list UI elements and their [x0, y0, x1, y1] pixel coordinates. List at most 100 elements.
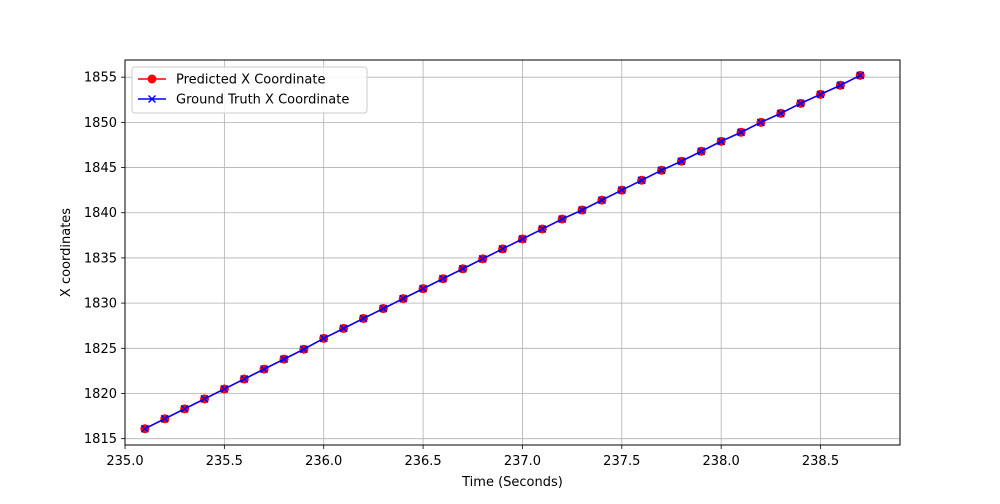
y-tick-label: 1850 [84, 116, 117, 131]
marker-stroke [140, 424, 149, 433]
data-point [796, 99, 805, 108]
x-tick-label: 237.5 [603, 454, 640, 469]
marker-stroke [816, 90, 825, 99]
marker-stroke [148, 95, 156, 103]
y-axis-ticks: 1815 1820 1825 1830 1835 1840 1845 1850 1855 [84, 71, 125, 447]
marker-stroke [597, 196, 606, 205]
legend-marker [147, 74, 157, 84]
marker-stroke [717, 137, 726, 146]
x-tick-label: 235.0 [106, 454, 143, 469]
plot-area-frame [124, 59, 901, 446]
y-tick-label: 1825 [84, 342, 117, 357]
marker-stroke [478, 254, 487, 263]
data-point [279, 355, 288, 364]
marker-stroke [578, 206, 587, 215]
marker-stroke [458, 264, 467, 273]
marker-stroke [737, 128, 746, 137]
chart-legend: Predicted X Coordinate Ground Truth X Coo… [131, 66, 368, 114]
marker-stroke [399, 294, 408, 303]
legend-label: Predicted X Coordinate [176, 73, 325, 88]
data-point [419, 284, 428, 293]
legend-label: Ground Truth X Coordinate [176, 93, 349, 108]
x-tick-label: 236.5 [404, 454, 441, 469]
data-point [737, 128, 746, 137]
marker-stroke [796, 99, 805, 108]
data-point [617, 186, 626, 195]
y-tick-label: 1815 [84, 432, 117, 447]
marker-stroke [180, 404, 189, 413]
data-point [756, 118, 765, 127]
data-point [578, 206, 587, 215]
data-point [240, 375, 249, 384]
data-point [478, 254, 487, 263]
marker-stroke [617, 186, 626, 195]
marker-stroke [836, 81, 845, 90]
data-point [180, 404, 189, 413]
plot-series [140, 70, 865, 434]
marker-stroke [220, 384, 229, 393]
legend-box [131, 66, 368, 114]
y-tick-label: 1820 [84, 387, 117, 402]
data-point [717, 137, 726, 146]
data-point [299, 345, 308, 354]
grid-lines [124, 60, 900, 445]
data-point [637, 176, 646, 185]
marker-stroke [359, 314, 368, 323]
marker-stroke [419, 284, 428, 293]
data-point [339, 324, 348, 333]
data-point [160, 414, 169, 423]
marker-stroke [657, 166, 666, 175]
data-point [359, 314, 368, 323]
data-point [597, 196, 606, 205]
x-axis-label: Time (Seconds) [461, 475, 563, 490]
x-tick-label: 236.0 [305, 454, 342, 469]
marker-stroke [558, 215, 567, 224]
data-point [379, 304, 388, 313]
marker-stroke [538, 225, 547, 233]
data-point [319, 334, 328, 343]
marker-stroke [339, 324, 348, 333]
data-point [458, 264, 467, 273]
y-tick-label: 1835 [84, 251, 117, 266]
y-tick-label: 1840 [84, 206, 117, 221]
marker-stroke [279, 355, 288, 364]
series-ground-truth [140, 71, 865, 433]
marker-stroke [379, 304, 388, 313]
marker-stroke [260, 365, 269, 374]
marker-stroke [498, 244, 507, 253]
data-point [140, 424, 149, 433]
data-point [836, 81, 845, 90]
data-point [200, 394, 209, 403]
marker-stroke [518, 234, 527, 243]
x-tick-label: 237.0 [504, 454, 541, 469]
x-tick-label: 235.5 [206, 454, 243, 469]
data-point [776, 109, 785, 118]
data-point [558, 215, 567, 224]
x-tick-label: 238.5 [802, 454, 839, 469]
y-tick-label: 1855 [84, 71, 117, 86]
y-tick-label: 1845 [84, 161, 117, 176]
x-tick-label: 238.0 [703, 454, 740, 469]
data-point [438, 274, 447, 283]
y-tick-label: 1830 [84, 297, 117, 312]
marker-stroke [299, 345, 308, 354]
legend-marker [148, 95, 156, 103]
data-point [677, 157, 686, 166]
marker-stroke [438, 274, 447, 283]
y-axis-label: X coordinates [59, 208, 74, 297]
marker-stroke [856, 71, 865, 80]
data-point [657, 166, 666, 175]
data-point [399, 294, 408, 303]
data-point [260, 365, 269, 374]
marker-stroke [776, 109, 785, 118]
data-point [538, 225, 547, 233]
data-point [816, 90, 825, 99]
x-axis-ticks: 235.0 235.5 236.0 236.5 237.0 237.5 238.0 238.5 [106, 445, 839, 469]
marker-stroke [319, 334, 328, 343]
marker-stroke [756, 118, 765, 127]
marker-stroke [240, 375, 249, 384]
marker-stroke [677, 157, 686, 166]
data-point [518, 234, 527, 243]
